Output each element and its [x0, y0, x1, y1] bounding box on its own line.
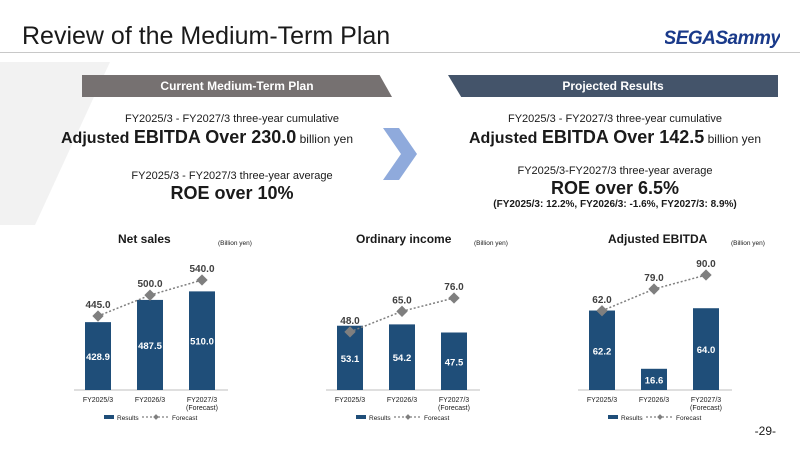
- bar-value-label: 54.2: [393, 353, 412, 364]
- category-label: FY2026/3: [387, 397, 417, 404]
- left-ebitda-target: Adjusted EBITDA Over 230.0 billion yen: [42, 127, 372, 148]
- right-ebitda-prefix: Adjusted: [469, 130, 542, 147]
- bar-results: [641, 368, 667, 390]
- legend-forecast-marker: [657, 414, 663, 420]
- left-roe-target: ROE over 10%: [170, 183, 294, 203]
- forecast-marker: [700, 269, 712, 281]
- category-label: (Forecast): [186, 405, 218, 412]
- bar-value-label: 510.0: [190, 337, 214, 348]
- category-label: FY2027/3: [439, 397, 469, 404]
- left-ebitda-prefix: Adjusted: [61, 130, 134, 147]
- legend-forecast-marker: [405, 414, 411, 420]
- legend-results-swatch: [104, 415, 114, 419]
- bar-results: [85, 322, 111, 390]
- category-label: (Forecast): [438, 405, 470, 412]
- forecast-marker: [396, 305, 408, 317]
- legend-forecast-label: Forecast: [424, 415, 449, 422]
- left-cumulative-label: FY2025/3 - FY2027/3 three-year cumulativ…: [124, 113, 339, 125]
- legend-results-label: Results: [117, 415, 139, 422]
- adjusted-ebitda-chart: 62.2 16.6 64.0 62.0 79.0 90.0 FY2025/3 FY2026/3…: [578, 259, 732, 422]
- bar-results: [441, 332, 467, 390]
- net-sales-title: Net sales: [118, 232, 171, 246]
- page-title: Review of the Medium-Term Plan: [22, 22, 391, 50]
- left-average-label: FY2025/3 - FY2027/3 three-year average: [131, 170, 333, 182]
- bar-results: [389, 324, 415, 390]
- forecast-value-label: 500.0: [137, 279, 162, 290]
- adjusted-ebitda-unit: (Billion yen): [731, 240, 765, 247]
- right-roe-detail: (FY2025/3: 12.2%, FY2026/3: -1.6%, FY202…: [493, 199, 737, 210]
- bar-results: [693, 308, 719, 390]
- adjusted-ebitda-title: Adjusted EBITDA: [608, 232, 708, 246]
- category-label: FY2026/3: [639, 397, 669, 404]
- category-label: FY2026/3: [135, 397, 165, 404]
- forecast-marker: [144, 289, 156, 301]
- chevron-right-icon: [383, 128, 417, 180]
- sega-sammy-logo: SEGASammy: [665, 24, 780, 50]
- net-sales-chart: 428.9 487.5 510.0 445.0 500.0 540.0 FY2025/3 FY…: [74, 264, 228, 422]
- right-ebitda-unit: billion yen: [704, 132, 761, 146]
- bar-value-label: 487.5: [138, 341, 162, 352]
- ordinary-income-chart: 53.1 54.2 47.5 48.0 65.0 76.0 FY2025/3 FY2026/3…: [326, 282, 480, 422]
- right-ebitda-value: EBITDA Over 142.5: [541, 127, 705, 147]
- forecast-marker: [448, 292, 460, 304]
- projected-results-banner: Projected Results: [448, 75, 778, 97]
- forecast-value-label: 540.0: [189, 264, 214, 275]
- category-label: FY2027/3: [187, 397, 217, 404]
- bar-results: [189, 291, 215, 390]
- forecast-value-label: 79.0: [644, 273, 664, 284]
- left-ebitda-value: EBITDA Over 230.0: [133, 127, 297, 147]
- right-average-label: FY2025/3-FY2027/3 three-year average: [517, 165, 713, 177]
- bar-value-label: 64.0: [697, 345, 716, 356]
- bar-value-label: 62.2: [593, 346, 612, 357]
- bar-value-label: 47.5: [445, 357, 464, 368]
- forecast-marker: [648, 283, 660, 295]
- forecast-value-label: 62.0: [592, 295, 612, 306]
- forecast-marker: [92, 310, 104, 322]
- legend-forecast-label: Forecast: [676, 415, 701, 422]
- bar-value-label: 428.9: [86, 352, 110, 363]
- right-ebitda-result: Adjusted EBITDA Over 142.5 billion yen: [440, 127, 790, 148]
- right-cumulative-label: FY2025/3 - FY2027/3 three-year cumulativ…: [507, 113, 722, 125]
- forecast-value-label: 445.0: [85, 300, 110, 311]
- category-label: (Forecast): [690, 405, 722, 412]
- forecast-value-label: 76.0: [444, 282, 464, 293]
- forecast-value-label: 65.0: [392, 295, 412, 306]
- title-divider: [0, 52, 800, 53]
- right-roe-result: ROE over 6.5%: [550, 178, 680, 198]
- left-ebitda-unit: billion yen: [296, 132, 353, 146]
- legend-results-label: Results: [369, 415, 391, 422]
- forecast-value-label: 48.0: [340, 316, 360, 327]
- category-label: FY2025/3: [335, 397, 365, 404]
- ordinary-income-title: Ordinary income: [356, 232, 452, 246]
- svg-text:SEGASammy: SEGASammy: [665, 28, 780, 49]
- current-plan-banner: Current Medium-Term Plan: [82, 75, 392, 97]
- bar-value-label: 53.1: [341, 354, 360, 365]
- legend-forecast-label: Forecast: [172, 415, 197, 422]
- net-sales-unit: (Billion yen): [218, 240, 252, 247]
- category-label: FY2025/3: [83, 397, 113, 404]
- legend-results-label: Results: [621, 415, 643, 422]
- bar-results: [137, 299, 163, 390]
- category-label: FY2025/3: [587, 397, 617, 404]
- forecast-value-label: 90.0: [696, 259, 716, 270]
- legend-results-swatch: [356, 415, 366, 419]
- bar-value-label: 16.6: [645, 375, 664, 386]
- legend-forecast-marker: [153, 414, 159, 420]
- legend-results-swatch: [608, 415, 618, 419]
- page-number: -29-: [754, 424, 776, 438]
- bar-results: [589, 310, 615, 390]
- ordinary-income-unit: (Billion yen): [474, 240, 508, 247]
- forecast-marker: [196, 274, 208, 286]
- category-label: FY2027/3: [691, 397, 721, 404]
